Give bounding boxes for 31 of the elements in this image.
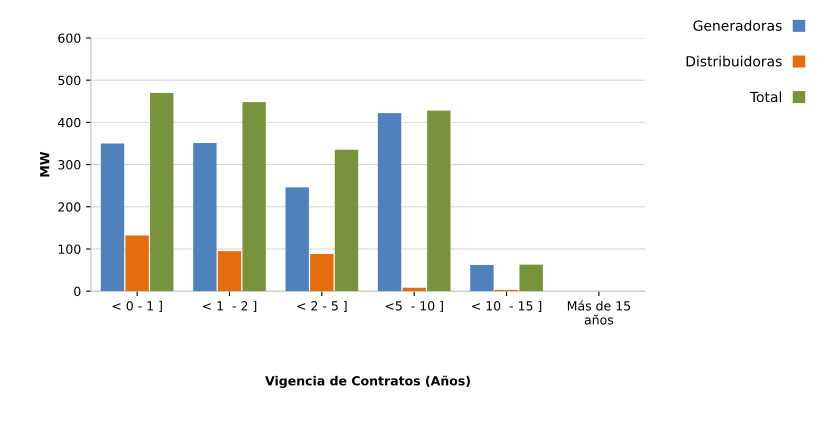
bar: [125, 235, 149, 292]
bar: [286, 187, 309, 292]
bar: [519, 264, 543, 292]
y-tick-label: 0: [74, 286, 80, 296]
y-tick-label: 600: [58, 33, 80, 43]
y-tick-label: 500: [58, 76, 80, 86]
x-tick-label: <5 - 10 ]: [386, 300, 443, 312]
bar: [218, 251, 242, 292]
bar: [427, 110, 451, 292]
x-tick-label: < 1 - 2 ]: [203, 300, 256, 312]
legend-label: Distribuidoras: [686, 56, 782, 67]
y-axis-title: MW: [40, 152, 50, 177]
bar: [470, 265, 494, 292]
x-axis-title: Vigencia de Contratos (Años): [265, 376, 470, 388]
y-tick-label: 300: [58, 160, 80, 170]
bar: [334, 150, 358, 292]
y-tick-label: 200: [58, 202, 80, 212]
bar: [193, 143, 217, 292]
legend-label: Generadoras: [693, 20, 782, 31]
legend-label: Total: [750, 91, 782, 102]
x-tick-label: Más de 15 años: [568, 300, 630, 325]
y-tick-label: 400: [58, 118, 80, 128]
x-tick-label: < 10 - 15 ]: [472, 300, 542, 312]
x-tick-label: < 2 - 5 ]: [297, 300, 347, 312]
bar: [310, 254, 334, 292]
bar: [378, 113, 402, 292]
x-tick-label: < 0 - 1 ]: [112, 300, 162, 312]
bar: [150, 92, 174, 292]
bar: [242, 102, 266, 292]
bar: [100, 143, 124, 292]
y-tick-label: 100: [58, 244, 80, 254]
